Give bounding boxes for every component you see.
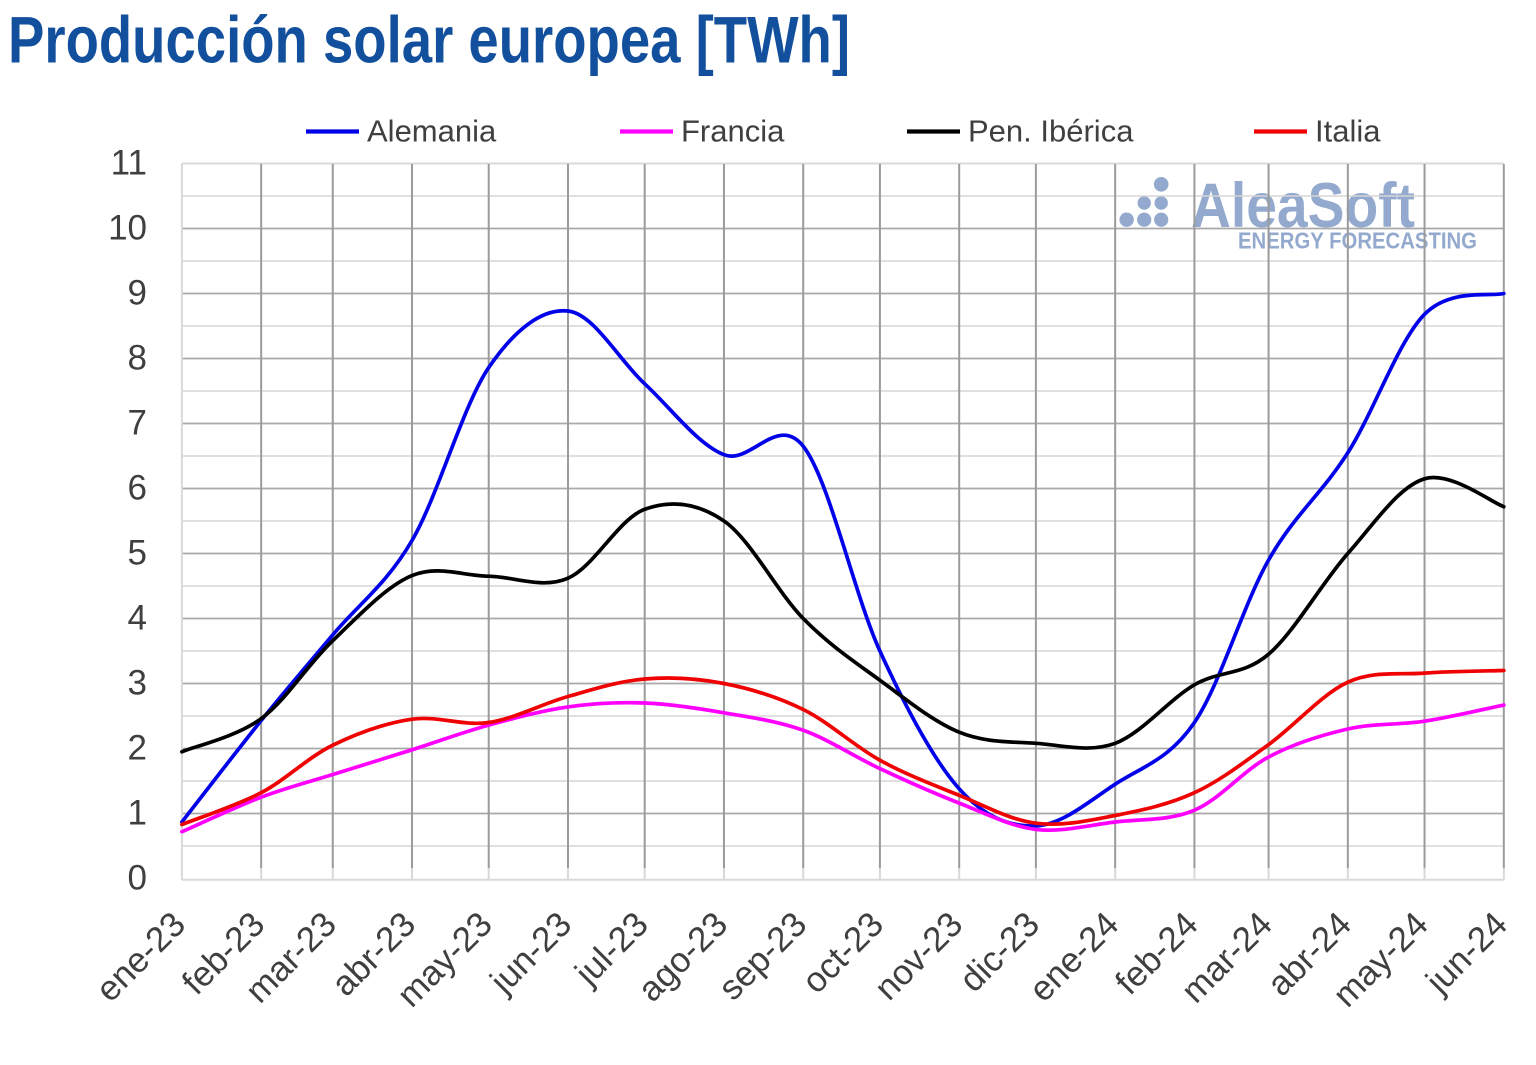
svg-text:Italia: Italia xyxy=(1315,114,1381,149)
svg-text:6: 6 xyxy=(128,469,147,508)
svg-text:2: 2 xyxy=(128,729,147,768)
svg-text:10: 10 xyxy=(108,209,147,248)
svg-text:Pen. Ibérica: Pen. Ibérica xyxy=(968,114,1134,149)
svg-text:7: 7 xyxy=(128,404,147,443)
svg-text:8: 8 xyxy=(128,339,147,378)
svg-text:9: 9 xyxy=(128,274,147,313)
svg-text:Francia: Francia xyxy=(681,114,785,149)
svg-text:11: 11 xyxy=(111,144,147,183)
svg-text:1: 1 xyxy=(128,794,147,833)
svg-text:5: 5 xyxy=(128,534,147,573)
svg-text:Alemania: Alemania xyxy=(367,114,497,149)
svg-text:Producción solar europea [TWh]: Producción solar europea [TWh] xyxy=(8,4,850,77)
svg-text:4: 4 xyxy=(128,599,147,638)
svg-text:ENERGY FORECASTING: ENERGY FORECASTING xyxy=(1238,228,1477,254)
svg-text:0: 0 xyxy=(128,859,147,898)
svg-text:3: 3 xyxy=(128,664,147,703)
